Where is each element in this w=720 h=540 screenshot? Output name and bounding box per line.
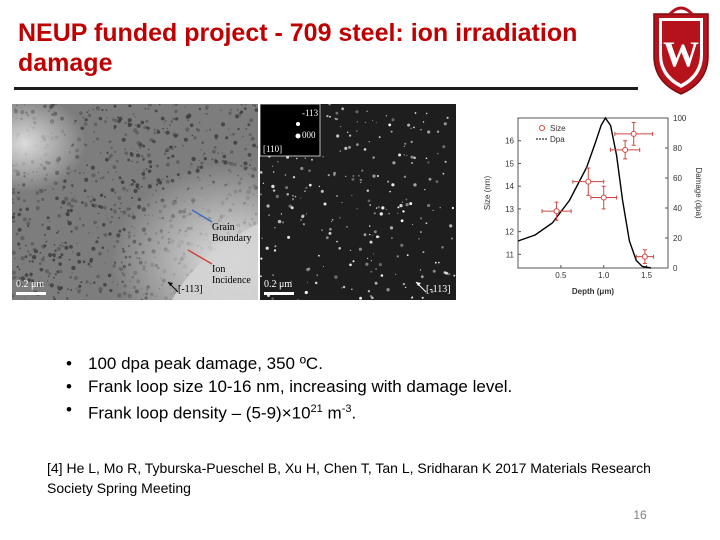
diffraction-label-000: 000 [302,130,316,140]
size-data-point [635,249,654,264]
size-data-point [610,140,641,160]
y-right-tick-label: 100 [673,114,687,123]
chart-xlabel: Depth (μm) [572,287,615,296]
y-right-tick-label: 60 [673,174,682,183]
reference-citation: [4] He L, Mo R, Tyburska-Pueschel B, Xu … [47,460,651,496]
slide-title: NEUP funded project - 709 steel: ion irr… [18,19,578,77]
y-left-tick-label: 16 [505,137,514,146]
size-dpa-chart: 0.5 1.0 1.5 11 12 13 14 15 16 0 20 40 60 80 100 Size D… [483,114,702,296]
crest-w-letter: W [663,34,699,74]
scale-bar-label-left: 0.2 μm [16,279,45,290]
y-right-tick-label: 0 [673,264,678,273]
size-marker [600,194,607,201]
ion-incidence-arrow [187,249,213,265]
page-number: 16 [633,508,647,522]
plot-frame [517,117,669,269]
legend-size: Size [550,124,566,133]
diffraction-label-113: -113 [302,108,319,118]
size-marker [630,130,637,137]
y-right-tick-label: 20 [673,234,682,243]
x-tick-label: 0.5 [555,271,567,280]
size-data-point [590,185,618,210]
ion-incidence-label: Ion Incidence [212,264,251,286]
tem-micrograph-right: -113 000 [110] 0.2 μm [-113] [260,104,506,300]
bullet-loop-size: Frank loop size 10-16 nm, increasing wit… [62,375,702,398]
size-marker [641,253,648,260]
dpa-curve [517,116,652,269]
size-data-point [541,201,572,221]
y-left-tick-label: 13 [505,205,514,214]
y-left-tick-label: 11 [506,250,515,259]
grain-boundary-label: Grain Boundary [212,222,252,244]
diffraction-label-110: [110] [263,144,283,154]
chart-legend: Size Dpa [536,124,566,144]
findings-list: 100 dpa peak damage, 350 ºC. Frank loop … [62,352,702,425]
scale-bar-label-right: 0.2 μm [264,279,293,290]
y-right-tick-label: 40 [673,204,682,213]
bullet-peak-damage: 100 dpa peak damage, 350 ºC. [62,352,702,375]
x-tick-label: 1.0 [598,271,610,280]
chart-ylabel-left: Size (nm) [483,176,492,211]
y-right-tick-label: 80 [673,144,682,153]
size-marker [622,146,629,153]
size-data-point [614,122,654,146]
x-tick-label: 1.5 [641,271,653,280]
grain-boundary-arrow [191,209,213,223]
y-left-tick-label: 12 [505,228,514,237]
bullet-loop-density: Frank loop density – (5-9)×1021 m-3. [62,398,702,425]
zone-axis-label-right: [-113] [426,284,451,295]
size-marker [553,208,560,215]
size-data-point [572,167,605,196]
zone-axis-label-left: [-113] [178,284,203,295]
size-marker [585,178,592,185]
title-divider [14,87,638,90]
chart-ylabel-right: Damage (dpa) [694,167,702,218]
legend-dpa: Dpa [550,135,565,144]
tem-micrograph-left: Grain Boundary Ion Incidence 0.2 μm [-11… [12,104,258,300]
y-left-tick-label: 14 [505,182,514,191]
y-left-tick-label: 15 [505,159,514,168]
uw-crest-logo: W [653,6,709,95]
